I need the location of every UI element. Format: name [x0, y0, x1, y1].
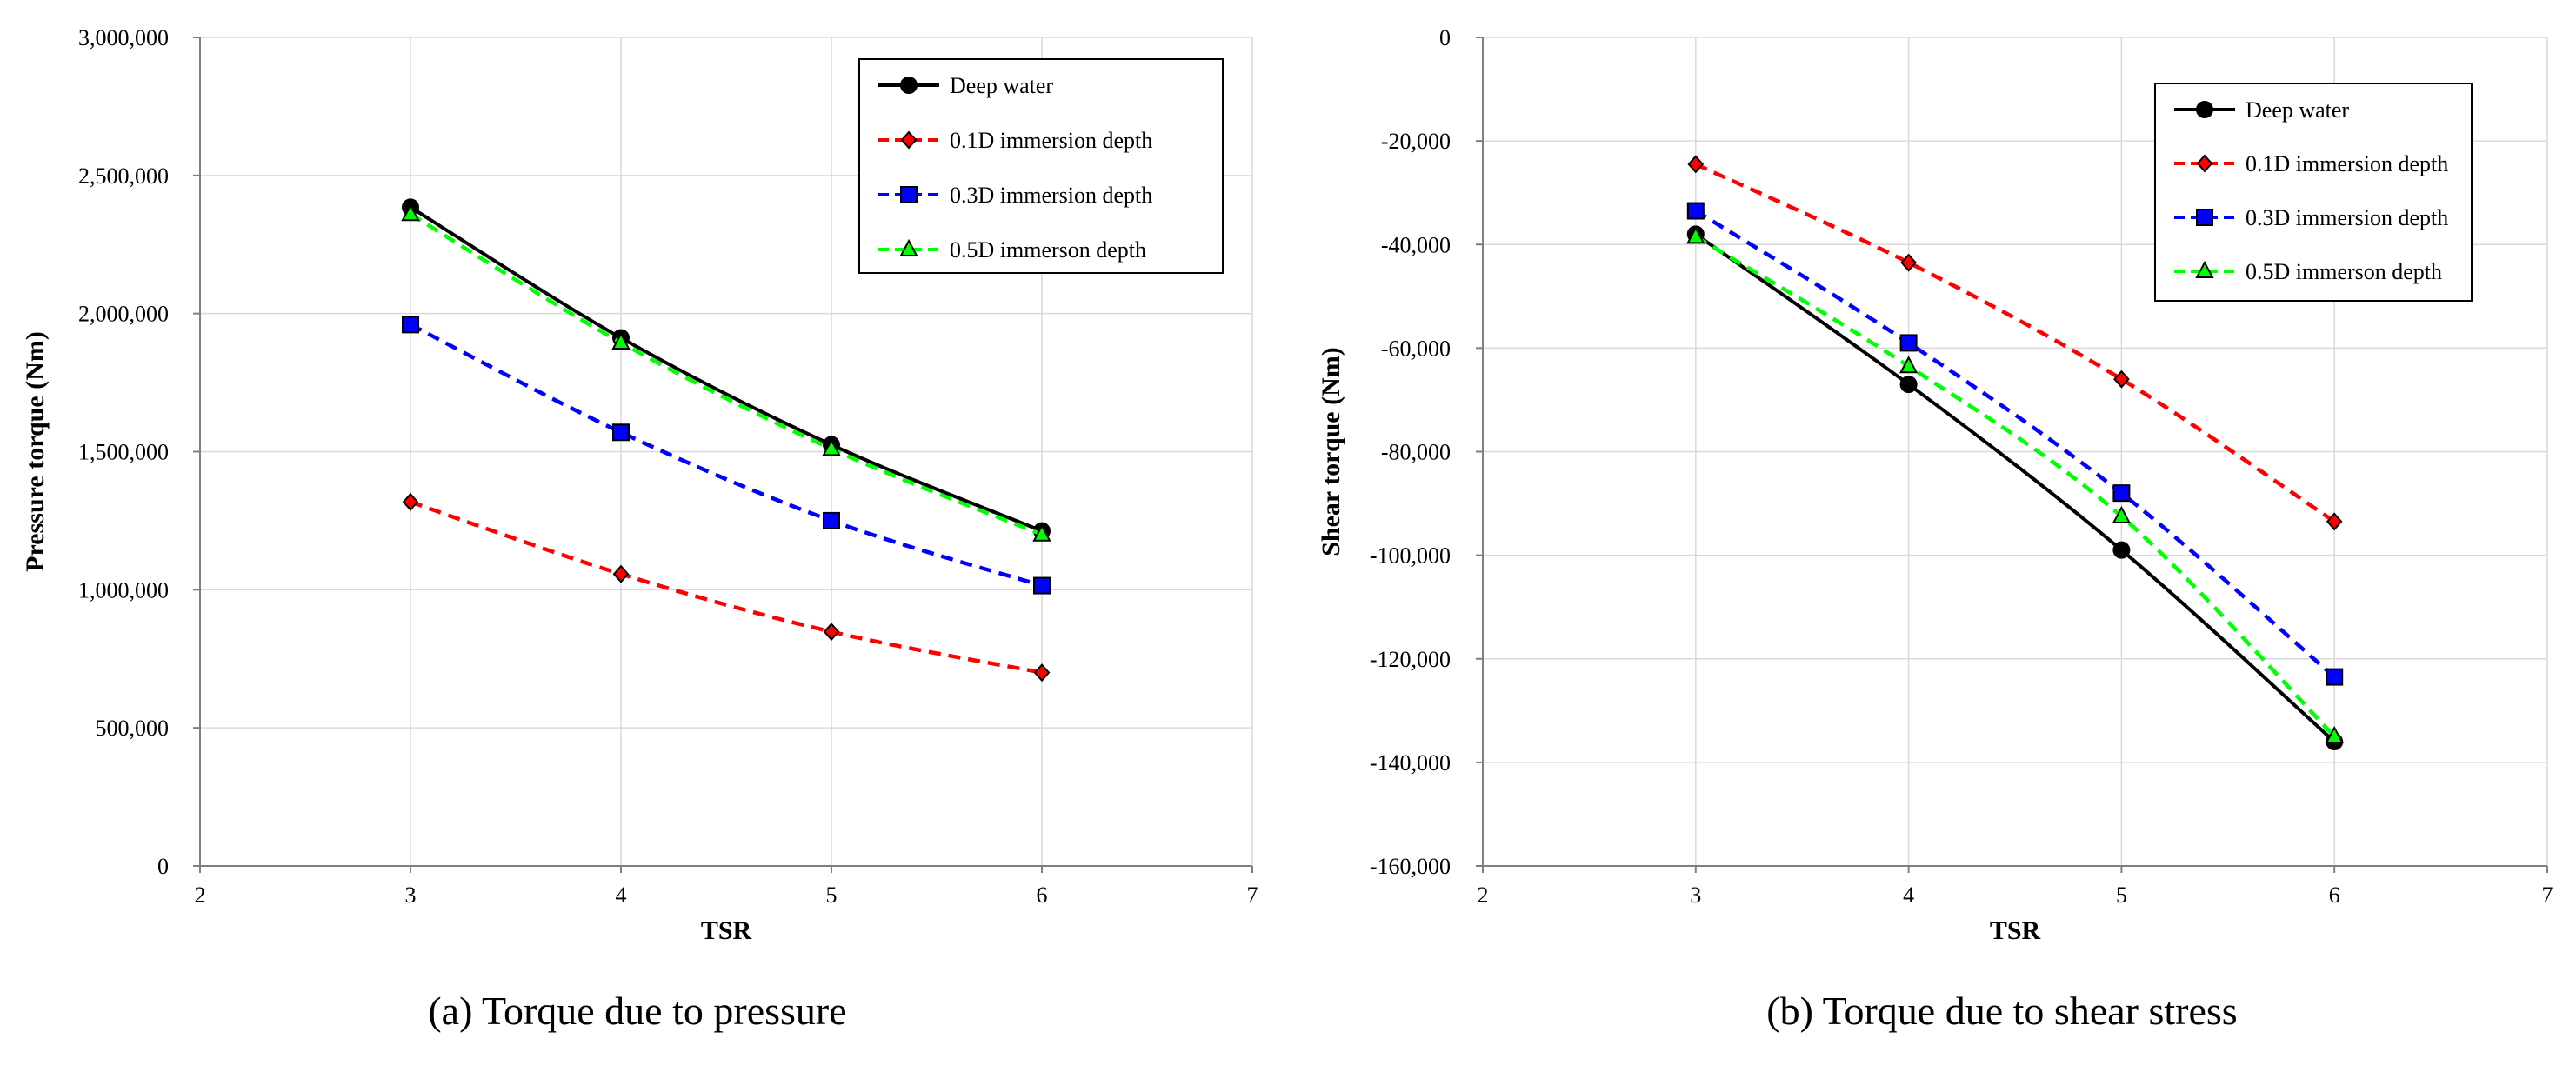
- data-point-1-1: [612, 564, 630, 583]
- x-tick-label: 4: [1903, 882, 1914, 908]
- legend-label-0: Deep water: [2246, 97, 2349, 123]
- legend-label-0: Deep water: [950, 73, 1053, 98]
- data-point-2-3: [1033, 576, 1051, 595]
- y-tick-label: -140,000: [1370, 750, 1451, 776]
- y-tick-label: 1,000,000: [78, 577, 169, 603]
- y-axis-title: Shear torque (Nm): [1317, 347, 1345, 556]
- data-point-1-2: [823, 623, 840, 642]
- data-point-2-0: [402, 316, 419, 334]
- data-point-3-2: [2112, 505, 2132, 523]
- y-tick-label: -40,000: [1381, 232, 1451, 257]
- data-point-2-0: [1686, 202, 1705, 220]
- y-tick-label: 2,500,000: [78, 163, 169, 189]
- x-tick-label: 2: [1478, 882, 1489, 908]
- y-tick-label: 0: [157, 854, 169, 879]
- y-tick-label: -100,000: [1370, 543, 1451, 569]
- series-line-1: [410, 500, 1043, 675]
- legend-marker-1: [900, 130, 918, 150]
- data-point-2-1: [1899, 334, 1918, 352]
- y-tick-label: 500,000: [96, 716, 170, 741]
- y-tick-label: 2,000,000: [78, 302, 169, 327]
- caption: (a) Torque due to pressure: [428, 989, 846, 1033]
- legend-label-3: 0.5D immerson depth: [2246, 259, 2442, 284]
- data-point-3-3: [2325, 725, 2344, 744]
- legend-box: [858, 58, 1224, 274]
- data-point-2-2: [823, 511, 840, 529]
- panel-a: 2 3 4 5 6 7 0 500,000 1,000,000 1,500,000 2,000,00…: [21, 25, 1258, 1033]
- data-point-3-0: [401, 203, 420, 222]
- legend-marker-3: [2195, 260, 2214, 278]
- data-point-3-1: [611, 331, 631, 350]
- data-point-1-0: [402, 492, 419, 511]
- data-point-1-1: [1900, 253, 1917, 272]
- legend-marker-2: [900, 186, 918, 203]
- data-point-2-3: [2326, 668, 2344, 686]
- caption: (b) Torque due to shear stress: [1766, 989, 2237, 1033]
- x-tick-label: 3: [405, 882, 417, 908]
- legend-marker-3: [899, 238, 918, 256]
- legend-label-1: 0.1D immersion depth: [2246, 151, 2448, 176]
- legend-marker-0: [2196, 101, 2213, 118]
- legend-marker-2: [2196, 209, 2213, 226]
- x-tick-label: 6: [1037, 882, 1048, 908]
- data-point-3-1: [1899, 356, 1919, 374]
- data-point-1-2: [2113, 370, 2130, 389]
- x-axis-title: TSR: [1990, 916, 2041, 945]
- y-axis-title: Pressure torque (Nm): [21, 331, 50, 572]
- data-point-1-3: [2326, 512, 2343, 531]
- data-point-0-2: [2112, 541, 2131, 559]
- series-line-2: [1694, 209, 2336, 679]
- x-tick-label: 4: [616, 882, 627, 908]
- legend-label-3: 0.5D immerson depth: [950, 237, 1146, 263]
- legend-marker-1: [2196, 154, 2213, 173]
- series-line-2: [409, 323, 1043, 588]
- legend-marker-0: [900, 77, 918, 94]
- y-tick-label: 0: [1439, 25, 1451, 50]
- x-axis-title: TSR: [701, 916, 752, 945]
- data-point-2-2: [2112, 484, 2131, 503]
- y-tick-label: -20,000: [1381, 129, 1451, 154]
- y-tick-label: -160,000: [1370, 854, 1451, 879]
- x-tick-label: 5: [826, 882, 838, 908]
- y-tick-label: -60,000: [1381, 336, 1451, 361]
- y-tick-label: -80,000: [1381, 440, 1451, 465]
- x-tick-label: 6: [2329, 882, 2340, 908]
- y-tick-label: 3,000,000: [78, 25, 169, 50]
- data-point-1-3: [1033, 663, 1051, 682]
- data-point-2-1: [612, 423, 630, 442]
- panel-b: 2 3 4 5 6 7 -160,000 -140,000 -120,000 -100,000 -8…: [1317, 25, 2553, 1033]
- y-tick-label: -120,000: [1370, 647, 1451, 672]
- data-point-3-2: [822, 438, 841, 456]
- legend-box: [2154, 83, 2473, 302]
- data-point-0-1: [1899, 376, 1918, 394]
- data-point-1-0: [1687, 155, 1705, 174]
- series-line-3: [409, 212, 1043, 536]
- x-tick-label: 2: [195, 882, 206, 908]
- data-point-3-0: [1686, 226, 1705, 244]
- series-line-3: [1694, 235, 2336, 738]
- x-tick-label: 5: [2116, 882, 2127, 908]
- x-tick-label: 7: [1247, 882, 1258, 908]
- series-line-0: [1694, 232, 2336, 743]
- data-point-3-3: [1032, 523, 1051, 542]
- series-line-0: [409, 205, 1043, 533]
- x-tick-label: 7: [2542, 882, 2553, 908]
- y-tick-label: 1,500,000: [78, 440, 169, 465]
- x-tick-label: 3: [1690, 882, 1701, 908]
- legend-label-2: 0.3D immersion depth: [950, 183, 1152, 208]
- series-line-1: [1694, 162, 2336, 523]
- legend-label-1: 0.1D immersion depth: [950, 128, 1152, 153]
- legend-label-2: 0.3D immersion depth: [2246, 205, 2448, 230]
